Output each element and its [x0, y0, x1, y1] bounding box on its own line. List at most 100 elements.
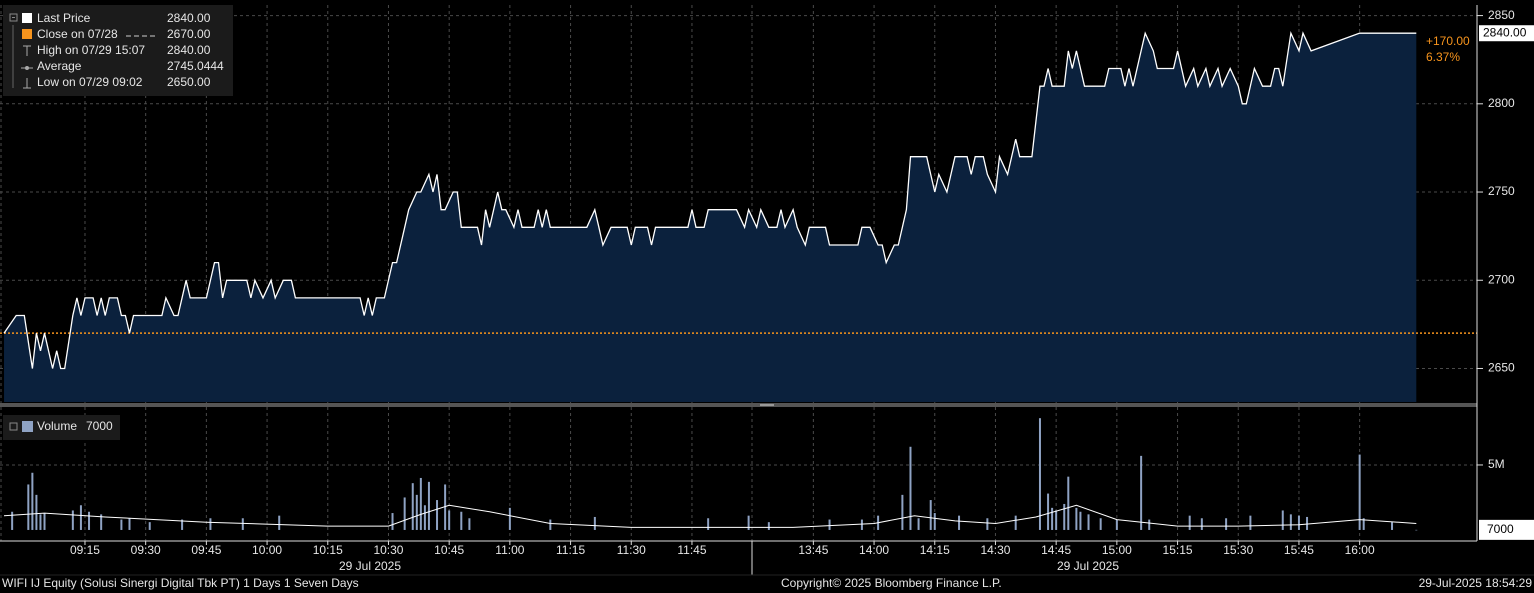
legend-swatch — [22, 13, 32, 23]
volume-bar — [1063, 503, 1066, 530]
volume-bar — [933, 513, 936, 530]
volume-bar — [1087, 514, 1090, 530]
volume-bar — [120, 519, 123, 530]
volume-bar — [88, 511, 91, 530]
legend-value: 2745.0444 — [167, 59, 224, 73]
volume-bar — [747, 515, 750, 530]
y-tick-label: 2700 — [1488, 272, 1515, 286]
volume-bar — [1249, 515, 1252, 530]
y-tick-label: 2650 — [1488, 361, 1515, 375]
average-icon — [25, 66, 29, 70]
x-tick-label: 14:30 — [980, 543, 1010, 557]
volume-bar — [181, 519, 184, 530]
volume-bar — [411, 483, 414, 530]
y-tick-label: 2750 — [1488, 184, 1515, 198]
volume-bar — [39, 514, 42, 530]
volume-bar — [1148, 519, 1151, 530]
footer-copyright: Copyright© 2025 Bloomberg Finance L.P. — [781, 576, 1002, 590]
volume-bar — [1391, 522, 1394, 530]
price-line — [3, 30, 1417, 370]
volume-bar — [1075, 507, 1078, 530]
volume-bar — [436, 500, 439, 530]
volume-bar — [1306, 516, 1309, 530]
x-tick-label: 09:30 — [131, 543, 161, 557]
legend-label: Volume — [37, 419, 77, 433]
volume-bar — [1297, 515, 1300, 530]
y-tick-label: 2800 — [1488, 96, 1515, 110]
last-volume-label: 7000 — [1487, 522, 1514, 536]
volume-bar — [11, 511, 14, 530]
volume-bar — [860, 519, 863, 530]
volume-bar — [241, 518, 244, 530]
x-tick-label: 16:00 — [1345, 543, 1375, 557]
collapse-icon[interactable] — [9, 13, 18, 22]
x-tick-label: 09:45 — [191, 543, 221, 557]
legend-label: Average — [37, 59, 82, 73]
expand-icon[interactable] — [9, 422, 18, 431]
x-tick-label: 13:45 — [798, 543, 828, 557]
volume-bar — [1099, 518, 1102, 530]
x-tick-label: 15:00 — [1102, 543, 1132, 557]
volume-bar — [209, 518, 212, 530]
volume-bar — [1415, 529, 1418, 531]
volume-bar — [1225, 518, 1228, 530]
x-tick-label: 10:30 — [373, 543, 403, 557]
volume-bar — [31, 472, 34, 530]
volume-bar — [1140, 455, 1143, 530]
volume-bar — [1055, 510, 1058, 530]
x-tick-label: 10:00 — [252, 543, 282, 557]
volume-bar — [593, 516, 596, 530]
volume-bar — [427, 481, 430, 530]
volume-bar — [128, 518, 131, 530]
volume-bar — [1051, 507, 1054, 530]
volume-bar — [27, 484, 30, 530]
volume-bar — [444, 484, 447, 530]
volume-bar — [1014, 515, 1017, 530]
legend-label: Low on 07/29 09:02 — [37, 75, 143, 89]
volume-bar — [508, 507, 511, 530]
legend-label: Close on 07/28 — [37, 27, 118, 41]
volume-bar — [71, 510, 74, 530]
legend-label: High on 07/29 15:07 — [37, 43, 145, 57]
plot-layer — [0, 5, 1477, 541]
last-price-box — [1479, 25, 1534, 42]
volume-legend: Volume 7000 — [3, 415, 120, 440]
legend-value: 7000 — [86, 419, 113, 433]
volume-bar — [958, 515, 961, 530]
volume-bar — [1200, 518, 1203, 530]
volume-bar — [43, 513, 46, 530]
x-tick-label: 11:30 — [617, 543, 646, 557]
change-pct-label: 6.37% — [1426, 50, 1460, 64]
volume-bar — [917, 518, 920, 530]
x-tick-label: 15:30 — [1223, 543, 1253, 557]
x-tick-label: 10:15 — [313, 543, 343, 557]
volume-bar — [1289, 514, 1292, 530]
y-tick-label: 5M — [1488, 457, 1505, 471]
x-tick-label: 14:15 — [920, 543, 950, 557]
panel-handle[interactable] — [760, 404, 774, 406]
x-tick-label: 11:45 — [677, 543, 706, 557]
volume-bar — [1047, 493, 1050, 530]
volume-bar — [403, 497, 406, 530]
volume-bar — [79, 505, 82, 530]
last-volume-box — [1479, 519, 1534, 540]
volume-bar — [35, 494, 38, 530]
x-tick-label: 09:15 — [70, 543, 100, 557]
volume-bar — [549, 519, 552, 530]
panel-separator[interactable] — [0, 403, 1477, 407]
x-tick-label: 14:00 — [859, 543, 889, 557]
volume-bar — [767, 522, 770, 530]
date-label: 29 Jul 2025 — [1057, 559, 1119, 573]
date-label: 29 Jul 2025 — [339, 559, 401, 573]
volume-bar — [460, 511, 463, 530]
volume-bar — [148, 522, 151, 530]
volume-bar — [1079, 511, 1082, 530]
x-tick-label: 10:45 — [434, 543, 464, 557]
volume-bar — [1038, 418, 1041, 530]
legend-swatch — [22, 421, 33, 432]
legend-label: Last Price — [37, 11, 91, 25]
x-tick-label: 15:15 — [1163, 543, 1193, 557]
volume-bar — [278, 515, 281, 530]
price-legend: Last Price Close on 07/28 High on 07/29 … — [3, 5, 233, 96]
